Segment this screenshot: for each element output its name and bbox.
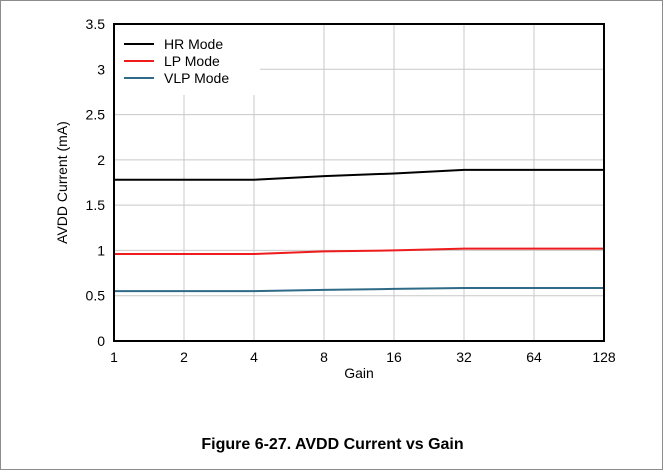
legend-label: VLP Mode (164, 70, 229, 86)
series-line-hr-mode (114, 168, 604, 181)
y-tick-label: 0 (97, 333, 105, 349)
legend-label: HR Mode (164, 36, 223, 52)
series-line-vlp-mode (114, 287, 604, 293)
x-axis-label: Gain (344, 365, 374, 381)
y-tick-label: 0.5 (86, 288, 106, 304)
x-tick-label: 2 (180, 349, 188, 365)
y-tick-label: 1.5 (86, 197, 106, 213)
x-tick-label: 8 (320, 349, 328, 365)
y-tick-label: 3.5 (86, 16, 106, 32)
y-tick-labels: 0 0.5 1 1.5 2 2.5 3 3.5 (86, 16, 106, 349)
x-tick-label: 4 (250, 349, 258, 365)
series-lines (114, 168, 604, 293)
x-tick-labels: 1 2 4 8 16 32 64 128 (110, 349, 616, 365)
x-tick-label: 16 (386, 349, 402, 365)
chart: 0 0.5 1 1.5 2 2.5 3 3.5 1 2 4 8 16 32 64 128 AVDD Curr… (54, 16, 616, 381)
x-tick-label: 128 (592, 349, 616, 365)
y-tick-label: 1 (97, 242, 105, 258)
y-tick-label: 2.5 (86, 107, 106, 123)
y-tick-label: 3 (97, 61, 105, 77)
y-tick-label: 2 (97, 152, 105, 168)
x-tick-label: 64 (526, 349, 542, 365)
legend-label: LP Mode (164, 53, 220, 69)
axes (113, 23, 605, 342)
x-tick-label: 1 (110, 349, 118, 365)
series-line-lp-mode (114, 247, 604, 256)
figure-caption: Figure 6-27. AVDD Current vs Gain (201, 436, 464, 453)
plot-area-border (113, 23, 605, 342)
y-axis-label: AVDD Current (mA) (54, 121, 70, 244)
x-tick-label: 32 (456, 349, 472, 365)
